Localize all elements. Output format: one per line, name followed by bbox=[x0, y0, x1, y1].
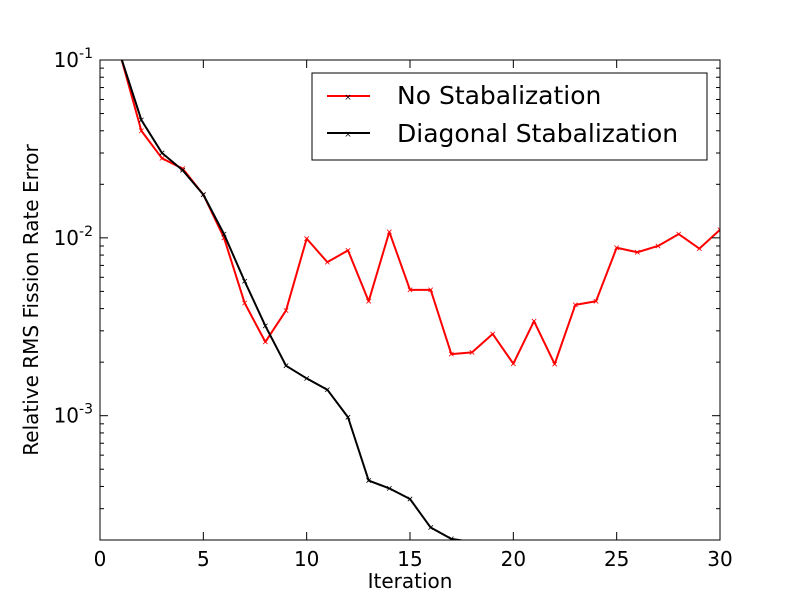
data-point-no-stabalization bbox=[614, 245, 620, 251]
data-point-no-stabalization bbox=[531, 318, 537, 324]
x-tick-label: 15 bbox=[397, 547, 422, 571]
data-point-no-stabalization bbox=[490, 331, 496, 337]
data-point-no-stabalization bbox=[159, 155, 165, 161]
data-point-diagonal-stabalization bbox=[366, 478, 372, 484]
data-point-no-stabalization bbox=[304, 236, 310, 242]
data-point-diagonal-stabalization bbox=[304, 375, 310, 381]
data-point-diagonal-stabalization bbox=[180, 167, 186, 173]
legend-label-no-stabalization: No Stabalization bbox=[397, 81, 601, 110]
data-point-diagonal-stabalization bbox=[386, 485, 392, 491]
x-tick-label: 0 bbox=[94, 547, 107, 571]
series-diagonal-stabalization bbox=[120, 60, 475, 540]
data-point-no-stabalization bbox=[283, 308, 289, 314]
y-tick-label: 10-1 bbox=[54, 46, 93, 72]
x-tick-label: 25 bbox=[604, 547, 629, 571]
legend-swatch-marker-diagonal-stabalization: × bbox=[344, 130, 352, 140]
data-point-no-stabalization bbox=[262, 339, 268, 345]
data-point-diagonal-stabalization bbox=[221, 231, 227, 237]
data-point-no-stabalization bbox=[366, 298, 372, 304]
data-point-no-stabalization bbox=[428, 287, 434, 293]
legend: × No Stabalization × Diagonal Stabalizat… bbox=[311, 72, 708, 161]
data-point-diagonal-stabalization bbox=[242, 278, 248, 284]
data-point-no-stabalization bbox=[696, 246, 702, 252]
y-axis-label: Relative RMS Fission Rate Error bbox=[19, 144, 43, 456]
data-point-diagonal-stabalization bbox=[448, 536, 454, 540]
data-point-no-stabalization bbox=[407, 287, 413, 293]
x-tick-label: 20 bbox=[501, 547, 526, 571]
data-point-diagonal-stabalization bbox=[345, 414, 351, 420]
x-tick-label: 10 bbox=[294, 547, 319, 571]
legend-frame bbox=[311, 72, 708, 161]
data-point-no-stabalization bbox=[510, 361, 516, 367]
legend-label-diagonal-stabalization: Diagonal Stabalization bbox=[397, 119, 678, 148]
data-point-no-stabalization bbox=[448, 351, 454, 357]
data-point-diagonal-stabalization bbox=[138, 117, 144, 123]
data-point-diagonal-stabalization bbox=[159, 150, 165, 156]
series-line-diagonal-stabalization bbox=[120, 60, 466, 540]
data-point-no-stabalization bbox=[138, 128, 144, 134]
y-tick-label: 10-2 bbox=[54, 224, 93, 250]
series-layer bbox=[120, 60, 720, 540]
data-point-diagonal-stabalization bbox=[324, 387, 330, 393]
data-point-no-stabalization bbox=[324, 259, 330, 265]
data-point-no-stabalization bbox=[345, 247, 351, 253]
data-point-no-stabalization bbox=[572, 302, 578, 308]
data-point-diagonal-stabalization bbox=[283, 363, 289, 369]
data-point-no-stabalization bbox=[655, 243, 661, 249]
data-point-no-stabalization bbox=[717, 227, 720, 233]
data-point-no-stabalization bbox=[242, 300, 248, 306]
y-tick-label: 10-3 bbox=[54, 402, 93, 428]
axis-layer: 0 5 10 15 20 25 30 10-1 10-2 10-3 bbox=[54, 46, 733, 571]
x-tick-label: 5 bbox=[197, 547, 210, 571]
data-point-no-stabalization bbox=[634, 249, 640, 255]
legend-swatch-marker-no-stabalization: × bbox=[344, 93, 352, 103]
data-point-no-stabalization bbox=[593, 298, 599, 304]
x-axis-label: Iteration bbox=[368, 569, 453, 593]
data-point-diagonal-stabalization bbox=[262, 323, 268, 329]
data-point-diagonal-stabalization bbox=[407, 496, 413, 502]
data-point-no-stabalization bbox=[469, 349, 475, 355]
series-line-no-stabalization bbox=[120, 60, 720, 366]
data-point-diagonal-stabalization bbox=[200, 192, 206, 198]
data-point-no-stabalization bbox=[676, 231, 682, 237]
data-point-no-stabalization bbox=[386, 229, 392, 235]
data-point-no-stabalization bbox=[552, 361, 558, 367]
x-tick-label: 30 bbox=[707, 547, 732, 571]
data-point-diagonal-stabalization bbox=[428, 525, 434, 531]
